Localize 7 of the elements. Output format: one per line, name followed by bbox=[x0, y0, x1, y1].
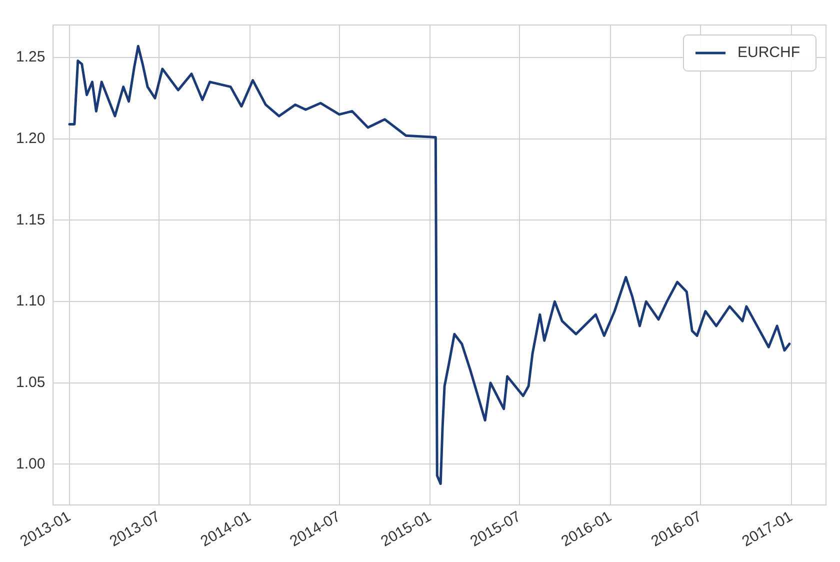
legend-label: EURCHF bbox=[738, 44, 800, 62]
y-tick-label: 1.20 bbox=[16, 130, 46, 148]
y-tick-label: 1.05 bbox=[16, 374, 46, 392]
y-tick-label: 1.25 bbox=[16, 48, 46, 66]
y-tick-label: 1.00 bbox=[16, 455, 46, 472]
y-tick-label: 1.15 bbox=[16, 211, 46, 228]
y-tick-label: 1.10 bbox=[16, 292, 46, 310]
